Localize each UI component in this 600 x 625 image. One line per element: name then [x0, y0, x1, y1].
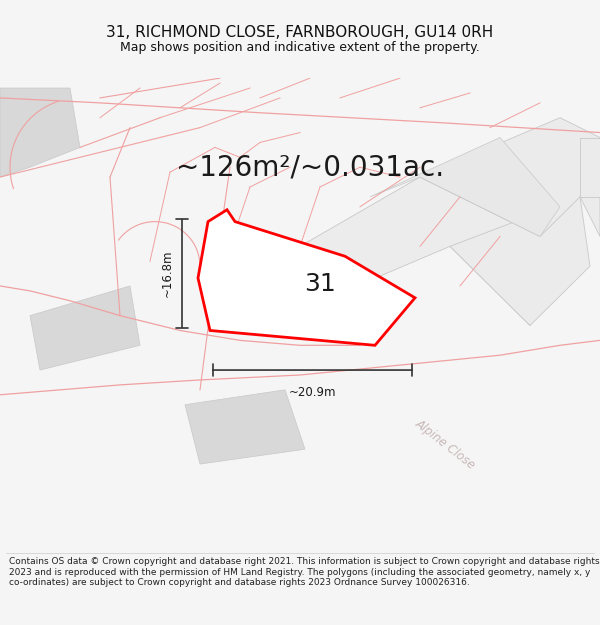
Polygon shape [30, 286, 140, 370]
Polygon shape [185, 390, 305, 464]
Polygon shape [580, 138, 600, 197]
Text: Alpine Close: Alpine Close [412, 417, 478, 472]
Polygon shape [300, 177, 540, 326]
Polygon shape [450, 197, 590, 326]
Text: Map shows position and indicative extent of the property.: Map shows position and indicative extent… [120, 41, 480, 54]
Polygon shape [0, 88, 80, 177]
Polygon shape [370, 138, 560, 236]
Text: 31: 31 [304, 272, 336, 296]
Text: ~16.8m: ~16.8m [161, 250, 174, 298]
Text: ~126m²/~0.031ac.: ~126m²/~0.031ac. [176, 153, 444, 181]
Polygon shape [420, 118, 600, 236]
Text: ~20.9m: ~20.9m [289, 386, 336, 399]
Text: 31, RICHMOND CLOSE, FARNBOROUGH, GU14 0RH: 31, RICHMOND CLOSE, FARNBOROUGH, GU14 0R… [106, 25, 494, 40]
Polygon shape [198, 210, 415, 345]
Text: Contains OS data © Crown copyright and database right 2021. This information is : Contains OS data © Crown copyright and d… [9, 558, 599, 588]
